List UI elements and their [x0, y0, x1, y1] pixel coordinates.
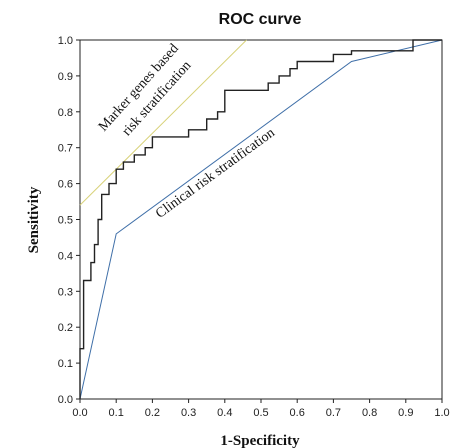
x-tick-label: 0.6 — [290, 407, 305, 419]
y-tick-label: 0.2 — [58, 322, 73, 334]
x-tick-label: 0.1 — [109, 407, 124, 419]
y-tick-label: 0.8 — [58, 107, 73, 119]
clinical-risk-label: Clinical risk stratification — [153, 125, 278, 221]
x-tick-label: 0.0 — [72, 407, 87, 419]
y-tick-label: 0.1 — [58, 358, 73, 370]
x-tick-label: 0.4 — [217, 407, 232, 419]
y-tick-label: 0.6 — [58, 179, 73, 191]
x-axis-title: 1-Specificity — [220, 433, 300, 448]
chart-title: ROC curve — [219, 11, 302, 28]
x-tick-label: 0.8 — [362, 407, 377, 419]
x-tick-label: 0.2 — [145, 407, 160, 419]
x-tick-label: 0.9 — [398, 407, 413, 419]
y-tick-label: 0.0 — [58, 394, 73, 406]
x-tick-label: 0.7 — [326, 407, 341, 419]
reference-line — [79, 39, 247, 206]
y-tick-label: 1.0 — [58, 35, 73, 47]
y-axis-title: Sensitivity — [26, 186, 42, 253]
x-tick-label: 1.0 — [434, 407, 449, 419]
plot-area: 0.0 0.1 0.2 0.3 0.4 0.5 0.6 0.7 0.8 0.9 1.0 0.0 0.1 0… — [58, 35, 450, 419]
x-tick-label: 0.3 — [181, 407, 196, 419]
y-tick-label: 0.9 — [58, 71, 73, 83]
y-tick-label: 0.3 — [58, 286, 73, 298]
x-tick-label: 0.5 — [253, 407, 268, 419]
marker-genes-roc-line — [79, 39, 442, 399]
y-tick-label: 0.7 — [58, 143, 73, 155]
y-tick-label: 0.4 — [58, 250, 73, 262]
y-tick-label: 0.5 — [58, 215, 73, 227]
